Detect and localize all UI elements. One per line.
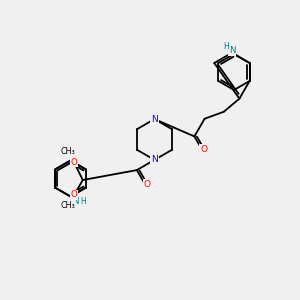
Text: CH₃: CH₃ [60,147,75,156]
Text: N: N [151,115,158,124]
Text: N: N [229,46,235,55]
Text: CH₃: CH₃ [60,201,75,210]
Text: H: H [224,42,230,51]
Text: N: N [72,197,79,206]
Text: O: O [200,145,207,154]
Text: N: N [151,155,158,164]
Text: O: O [144,180,151,189]
Text: H: H [80,197,86,206]
Text: O: O [70,190,77,199]
Text: O: O [70,158,77,167]
